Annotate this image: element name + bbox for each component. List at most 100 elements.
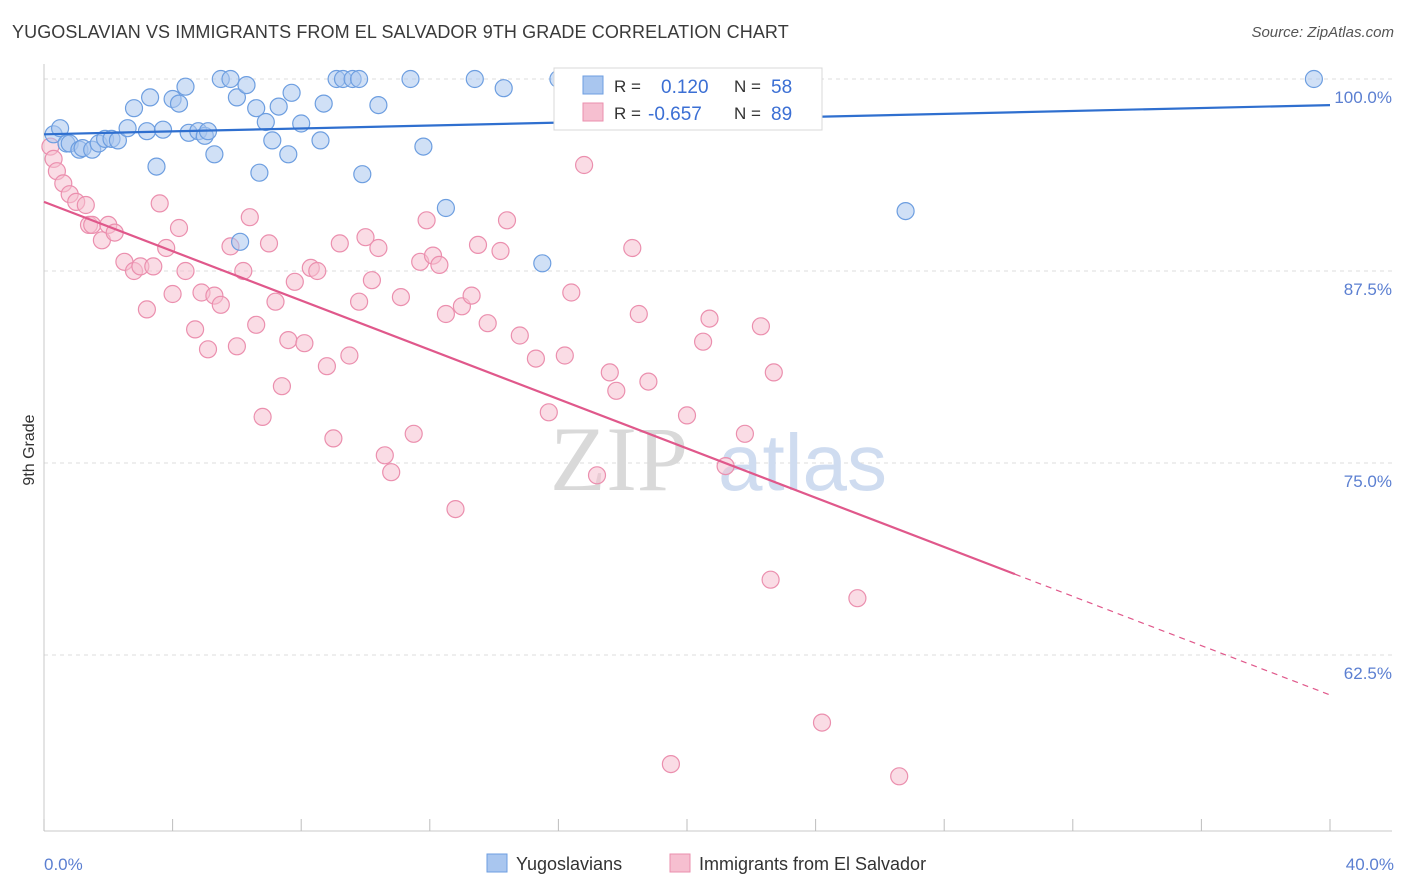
source-credit: Source: ZipAtlas.com [1251, 24, 1394, 41]
el-salvador-point [677, 406, 697, 425]
yugoslavian-point [231, 232, 250, 251]
el-salvador-point [137, 300, 156, 319]
bottom-legend-swatch-el-salvador [669, 853, 691, 873]
el-salvador-point [76, 195, 95, 215]
x-tick-label: 40.0% [1346, 855, 1394, 874]
el-salvador-point [562, 283, 581, 302]
el-salvador-point [574, 155, 594, 175]
yugoslavian-point [269, 97, 288, 116]
el-salvador-point [227, 337, 246, 356]
el-salvador-point [279, 331, 298, 350]
yugoslavian-point [141, 88, 160, 107]
yugoslavian-point [436, 198, 455, 218]
yugoslavian-point [350, 69, 369, 89]
el-salvador-point [266, 292, 285, 311]
el-salvador-point [211, 295, 230, 314]
stats-legend: R = 0.120 N = 58 R = -0.657 N = 89 [553, 67, 823, 131]
yugoslavian-point [1304, 69, 1324, 89]
yugoslavian-point [263, 131, 282, 150]
yugoslavian-point [124, 99, 144, 118]
el-salvador-point [468, 235, 488, 254]
grid-lines [44, 78, 1392, 656]
el-salvador-trend-extension [1014, 573, 1331, 696]
el-salvador-point [700, 309, 719, 328]
el-salvador-point [607, 381, 626, 400]
el-salvador-point [462, 286, 481, 305]
bottom-legend: Yugoslavians Immigrants from El Salvador [486, 853, 926, 874]
el-salvador-point [176, 261, 195, 281]
el-salvador-point [693, 332, 713, 351]
el-salvador-point [240, 208, 259, 227]
yugoslavian-point [247, 99, 266, 118]
el-salvador-point [491, 241, 510, 261]
y-tick-label: 87.5% [1344, 280, 1392, 299]
el-salvador-point [382, 463, 401, 482]
chart-title: YUGOSLAVIAN VS IMMIGRANTS FROM EL SALVAD… [12, 22, 789, 42]
el-salvador-point [369, 238, 388, 258]
y-tick-label: 100.0% [1334, 88, 1392, 107]
el-salvador-point [555, 346, 574, 365]
el-salvador-point [478, 314, 497, 333]
el-salvador-point [391, 288, 410, 307]
el-salvador-point [330, 234, 349, 253]
trend-lines [43, 104, 1331, 696]
legend-r-label-2: R = [614, 104, 641, 123]
el-salvador-point [848, 589, 867, 608]
yugoslavian-point [169, 94, 189, 113]
el-salvador-point [497, 211, 517, 230]
el-salvador-point [661, 754, 681, 774]
yugoslavian-point [311, 131, 330, 150]
yugoslavian-point [314, 94, 333, 113]
el-salvador-point [639, 372, 658, 391]
yugoslavian-point [237, 75, 256, 95]
el-salvador-point [317, 357, 336, 376]
el-salvador-point [623, 238, 642, 258]
el-salvador-point [150, 194, 169, 213]
el-salvador-point [890, 767, 909, 786]
el-salvador-point [735, 424, 755, 443]
y-tick-label: 62.5% [1344, 664, 1392, 683]
legend-n-value-1: 58 [771, 77, 792, 98]
el-salvador-point [812, 713, 832, 732]
yugoslavian-point [896, 202, 915, 221]
el-salvador-point [629, 304, 648, 324]
el-salvador-point [259, 234, 279, 253]
yugoslavian-point [279, 145, 298, 164]
watermark-zip: ZIP [550, 408, 688, 510]
el-salvador-point [340, 346, 359, 365]
el-salvador-point [247, 315, 266, 334]
el-salvador-point [186, 320, 205, 339]
yugoslavian-point [414, 137, 433, 156]
el-salvador-point [510, 326, 529, 345]
el-salvador-point [163, 284, 182, 304]
legend-n-label-1: N = [734, 77, 761, 96]
legend-swatch-el-salvador [582, 102, 604, 122]
yugoslavian-point [369, 95, 388, 115]
el-salvador-point [751, 317, 771, 336]
el-salvador-point [295, 334, 314, 353]
el-salvador-point [430, 255, 449, 274]
el-salvador-point [587, 466, 607, 485]
el-salvador-point [446, 500, 465, 519]
yugoslavian-point [153, 120, 173, 139]
el-salvador-point [539, 403, 558, 422]
legend-r-value-2: -0.657 [648, 104, 702, 125]
el-salvador-point [356, 228, 375, 247]
legend-r-value-1: 0.120 [661, 77, 709, 98]
legend-r-label-1: R = [614, 77, 641, 96]
x-tick-label: 0.0% [44, 855, 83, 874]
el-salvador-point [350, 292, 369, 311]
el-salvador-point [526, 349, 546, 368]
el-salvador-trend-line [43, 200, 1016, 576]
tick-labels: 100.0% 87.5% 75.0% 62.5% 0.0% 40.0% [44, 88, 1394, 874]
el-salvador-point [144, 257, 163, 276]
yugoslavian-point [533, 254, 552, 273]
el-salvador-point [362, 271, 381, 290]
el-salvador-point [272, 377, 291, 396]
el-salvador-point [169, 218, 189, 238]
legend-swatch-yugoslavians [582, 75, 604, 95]
el-salvador-point [404, 424, 423, 443]
yugoslavian-point [401, 69, 420, 89]
yugoslavian-point [176, 77, 195, 96]
